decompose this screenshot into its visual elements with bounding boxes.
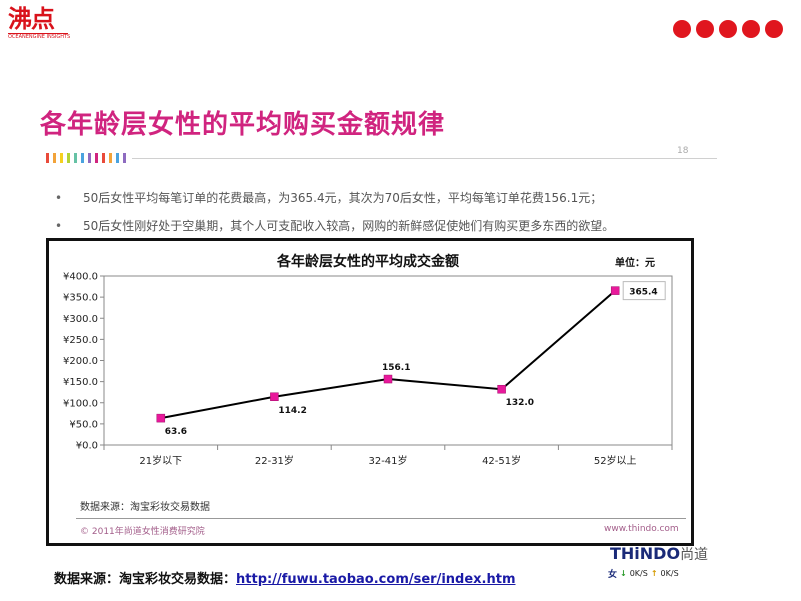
brand-prefix: 女 bbox=[608, 569, 618, 580]
download-speed: 0K/S bbox=[629, 568, 648, 578]
data-label: 63.6 bbox=[165, 427, 187, 437]
y-tick-label: ¥400.0 bbox=[63, 272, 98, 283]
series-line bbox=[160, 289, 616, 420]
dot-icon bbox=[765, 20, 783, 38]
y-tick-label: ¥350.0 bbox=[63, 293, 98, 304]
chart-frame bbox=[46, 238, 694, 546]
stripe bbox=[53, 153, 56, 163]
stripe bbox=[46, 153, 49, 163]
net-speed-widget: 女 ↓ 0K/S ↑ 0K/S bbox=[608, 566, 728, 580]
stripe bbox=[74, 153, 77, 163]
unit-label: 单位：元 bbox=[615, 256, 655, 269]
x-tick-label: 52岁以上 bbox=[594, 454, 637, 467]
bottom-source: 数据来源：淘宝彩妆交易数据：http://fuwu.taobao.com/ser… bbox=[54, 568, 516, 587]
brand-name-cn: 尚道 bbox=[680, 547, 709, 563]
stripe bbox=[95, 153, 98, 163]
x-tick-label: 32-41岁 bbox=[368, 454, 407, 467]
color-stripes bbox=[46, 153, 126, 163]
bullet-item: 50后女性平均每笔订单的花费最高，为365.4元，其次为70后女性，平均每笔订单… bbox=[55, 190, 614, 206]
stripe bbox=[81, 153, 84, 163]
data-point bbox=[156, 413, 166, 423]
y-tick-label: ¥200.0 bbox=[63, 356, 98, 367]
upload-speed: 0K/S bbox=[660, 568, 679, 578]
chart-title: 各年龄层女性的平均成交金额 bbox=[276, 253, 459, 270]
upload-arrow-icon: ↑ bbox=[650, 568, 658, 578]
unit-label-box bbox=[603, 253, 665, 271]
y-tick-label: ¥250.0 bbox=[63, 335, 98, 346]
stripe bbox=[60, 153, 63, 163]
stripe bbox=[102, 153, 105, 163]
page-number: 18 bbox=[677, 146, 689, 156]
y-tick-label: ¥0.0 bbox=[76, 441, 98, 452]
logo-sub-text: OCEANENGINE INSIGHTS bbox=[8, 33, 71, 40]
source-link[interactable]: http://fuwu.taobao.com/ser/index.htm bbox=[236, 572, 516, 587]
y-tick-label: ¥100.0 bbox=[63, 398, 98, 409]
x-tick-label: 21岁以下 bbox=[139, 454, 182, 467]
stripe bbox=[109, 153, 112, 163]
stripe bbox=[67, 153, 70, 163]
data-point bbox=[610, 286, 620, 295]
stripe bbox=[116, 153, 119, 163]
chart-source: 数据来源：淘宝彩妆交易数据 bbox=[80, 502, 210, 513]
dot-icon bbox=[742, 20, 760, 38]
bullet-item: 50后女性刚好处于空巢期，其个人可支配收入较高，网购的新鲜感促使她们有购买更多东… bbox=[55, 218, 614, 234]
data-label: 132.0 bbox=[506, 398, 534, 408]
data-point bbox=[383, 374, 393, 384]
brand-logo: THiNDO尚道 bbox=[610, 544, 708, 564]
chart-footer-divider bbox=[76, 518, 686, 519]
bullet-list: 50后女性平均每笔订单的花费最高，为365.4元，其次为70后女性，平均每笔订单… bbox=[55, 190, 614, 246]
decorative-dots bbox=[673, 20, 783, 38]
data-point bbox=[270, 392, 279, 402]
data-point bbox=[497, 384, 506, 394]
bottom-source-label: 数据来源：淘宝彩妆交易数据： bbox=[54, 572, 237, 587]
slide-title: 各年龄层女性的平均购买金额规律 bbox=[40, 110, 446, 140]
plot-area bbox=[103, 275, 673, 446]
download-arrow-icon: ↓ bbox=[620, 568, 627, 578]
x-tick-label: 22-31岁 bbox=[255, 454, 294, 467]
dot-icon bbox=[673, 20, 691, 38]
dot-icon bbox=[696, 20, 714, 38]
data-label: 365.4 bbox=[629, 288, 657, 298]
y-tick-label: ¥300.0 bbox=[63, 314, 98, 325]
data-label: 114.2 bbox=[278, 406, 306, 416]
stripe bbox=[123, 153, 126, 163]
chart-copyright: © 2011年尚道女性消费研究院 bbox=[80, 527, 205, 537]
data-label-box bbox=[622, 281, 666, 301]
y-tick-label: ¥150.0 bbox=[63, 377, 98, 388]
logo-main-text: 沸点 bbox=[8, 4, 55, 33]
data-label: 156.1 bbox=[382, 363, 410, 373]
logo: 沸点 OCEANENGINE INSIGHTS bbox=[8, 4, 71, 46]
dot-icon bbox=[719, 20, 737, 38]
brand-name-en: THiNDO bbox=[610, 544, 681, 563]
brand-name: THiNDO尚道 bbox=[610, 544, 708, 564]
y-tick-label: ¥50.0 bbox=[69, 419, 98, 430]
x-tick-label: 42-51岁 bbox=[482, 454, 521, 467]
stripe bbox=[88, 153, 91, 163]
title-divider bbox=[132, 158, 717, 159]
chart-website: www.thindo.com bbox=[604, 524, 679, 534]
